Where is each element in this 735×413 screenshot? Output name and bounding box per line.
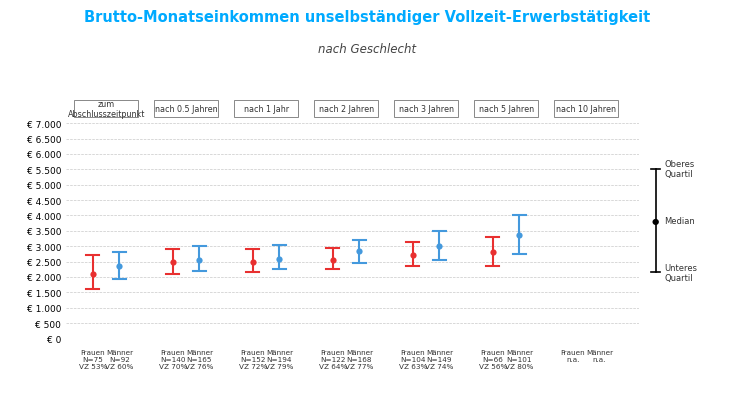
Text: Frauen
n.a.: Frauen n.a.	[561, 349, 585, 362]
Text: nach 2 Jahren: nach 2 Jahren	[318, 105, 373, 114]
Text: Frauen
N=66
VZ 56%: Frauen N=66 VZ 56%	[478, 349, 507, 369]
Text: Männer
N=101
VZ 80%: Männer N=101 VZ 80%	[505, 349, 534, 369]
Text: Männer
N=165
VZ 76%: Männer N=165 VZ 76%	[185, 349, 214, 369]
Text: Männer
N=149
VZ 74%: Männer N=149 VZ 74%	[426, 349, 453, 369]
Text: nach 0.5 Jahren: nach 0.5 Jahren	[155, 105, 218, 114]
Text: zum
Abschlusszeitpunkt: zum Abschlusszeitpunkt	[68, 100, 145, 119]
Text: Männer
N=168
VZ 77%: Männer N=168 VZ 77%	[345, 349, 373, 369]
Text: Median: Median	[664, 216, 695, 225]
Text: nach Geschlecht: nach Geschlecht	[318, 43, 417, 56]
Text: Frauen
N=122
VZ 64%: Frauen N=122 VZ 64%	[318, 349, 347, 369]
Text: Frauen
N=104
VZ 63%: Frauen N=104 VZ 63%	[398, 349, 427, 369]
Text: Männer
N=194
VZ 79%: Männer N=194 VZ 79%	[265, 349, 294, 369]
Text: Frauen
N=152
VZ 72%: Frauen N=152 VZ 72%	[239, 349, 267, 369]
Text: ●: ●	[652, 216, 659, 225]
Text: Frauen
N=140
VZ 70%: Frauen N=140 VZ 70%	[159, 349, 187, 369]
Text: Oberes
Quartil: Oberes Quartil	[664, 160, 695, 179]
Text: Brutto-Monatseinkommen unselbständiger Vollzeit-Erwerbstätigkeit: Brutto-Monatseinkommen unselbständiger V…	[85, 10, 650, 25]
Text: nach 5 Jahren: nach 5 Jahren	[478, 105, 534, 114]
Text: nach 10 Jahren: nach 10 Jahren	[556, 105, 616, 114]
Text: Unteres
Quartil: Unteres Quartil	[664, 263, 698, 282]
Text: Männer
n.a.: Männer n.a.	[586, 349, 613, 362]
Text: Frauen
N=75
VZ 53%: Frauen N=75 VZ 53%	[79, 349, 107, 369]
Text: nach 3 Jahren: nach 3 Jahren	[398, 105, 453, 114]
Text: Männer
N=92
VZ 60%: Männer N=92 VZ 60%	[105, 349, 134, 369]
Text: nach 1 Jahr: nach 1 Jahr	[243, 105, 289, 114]
